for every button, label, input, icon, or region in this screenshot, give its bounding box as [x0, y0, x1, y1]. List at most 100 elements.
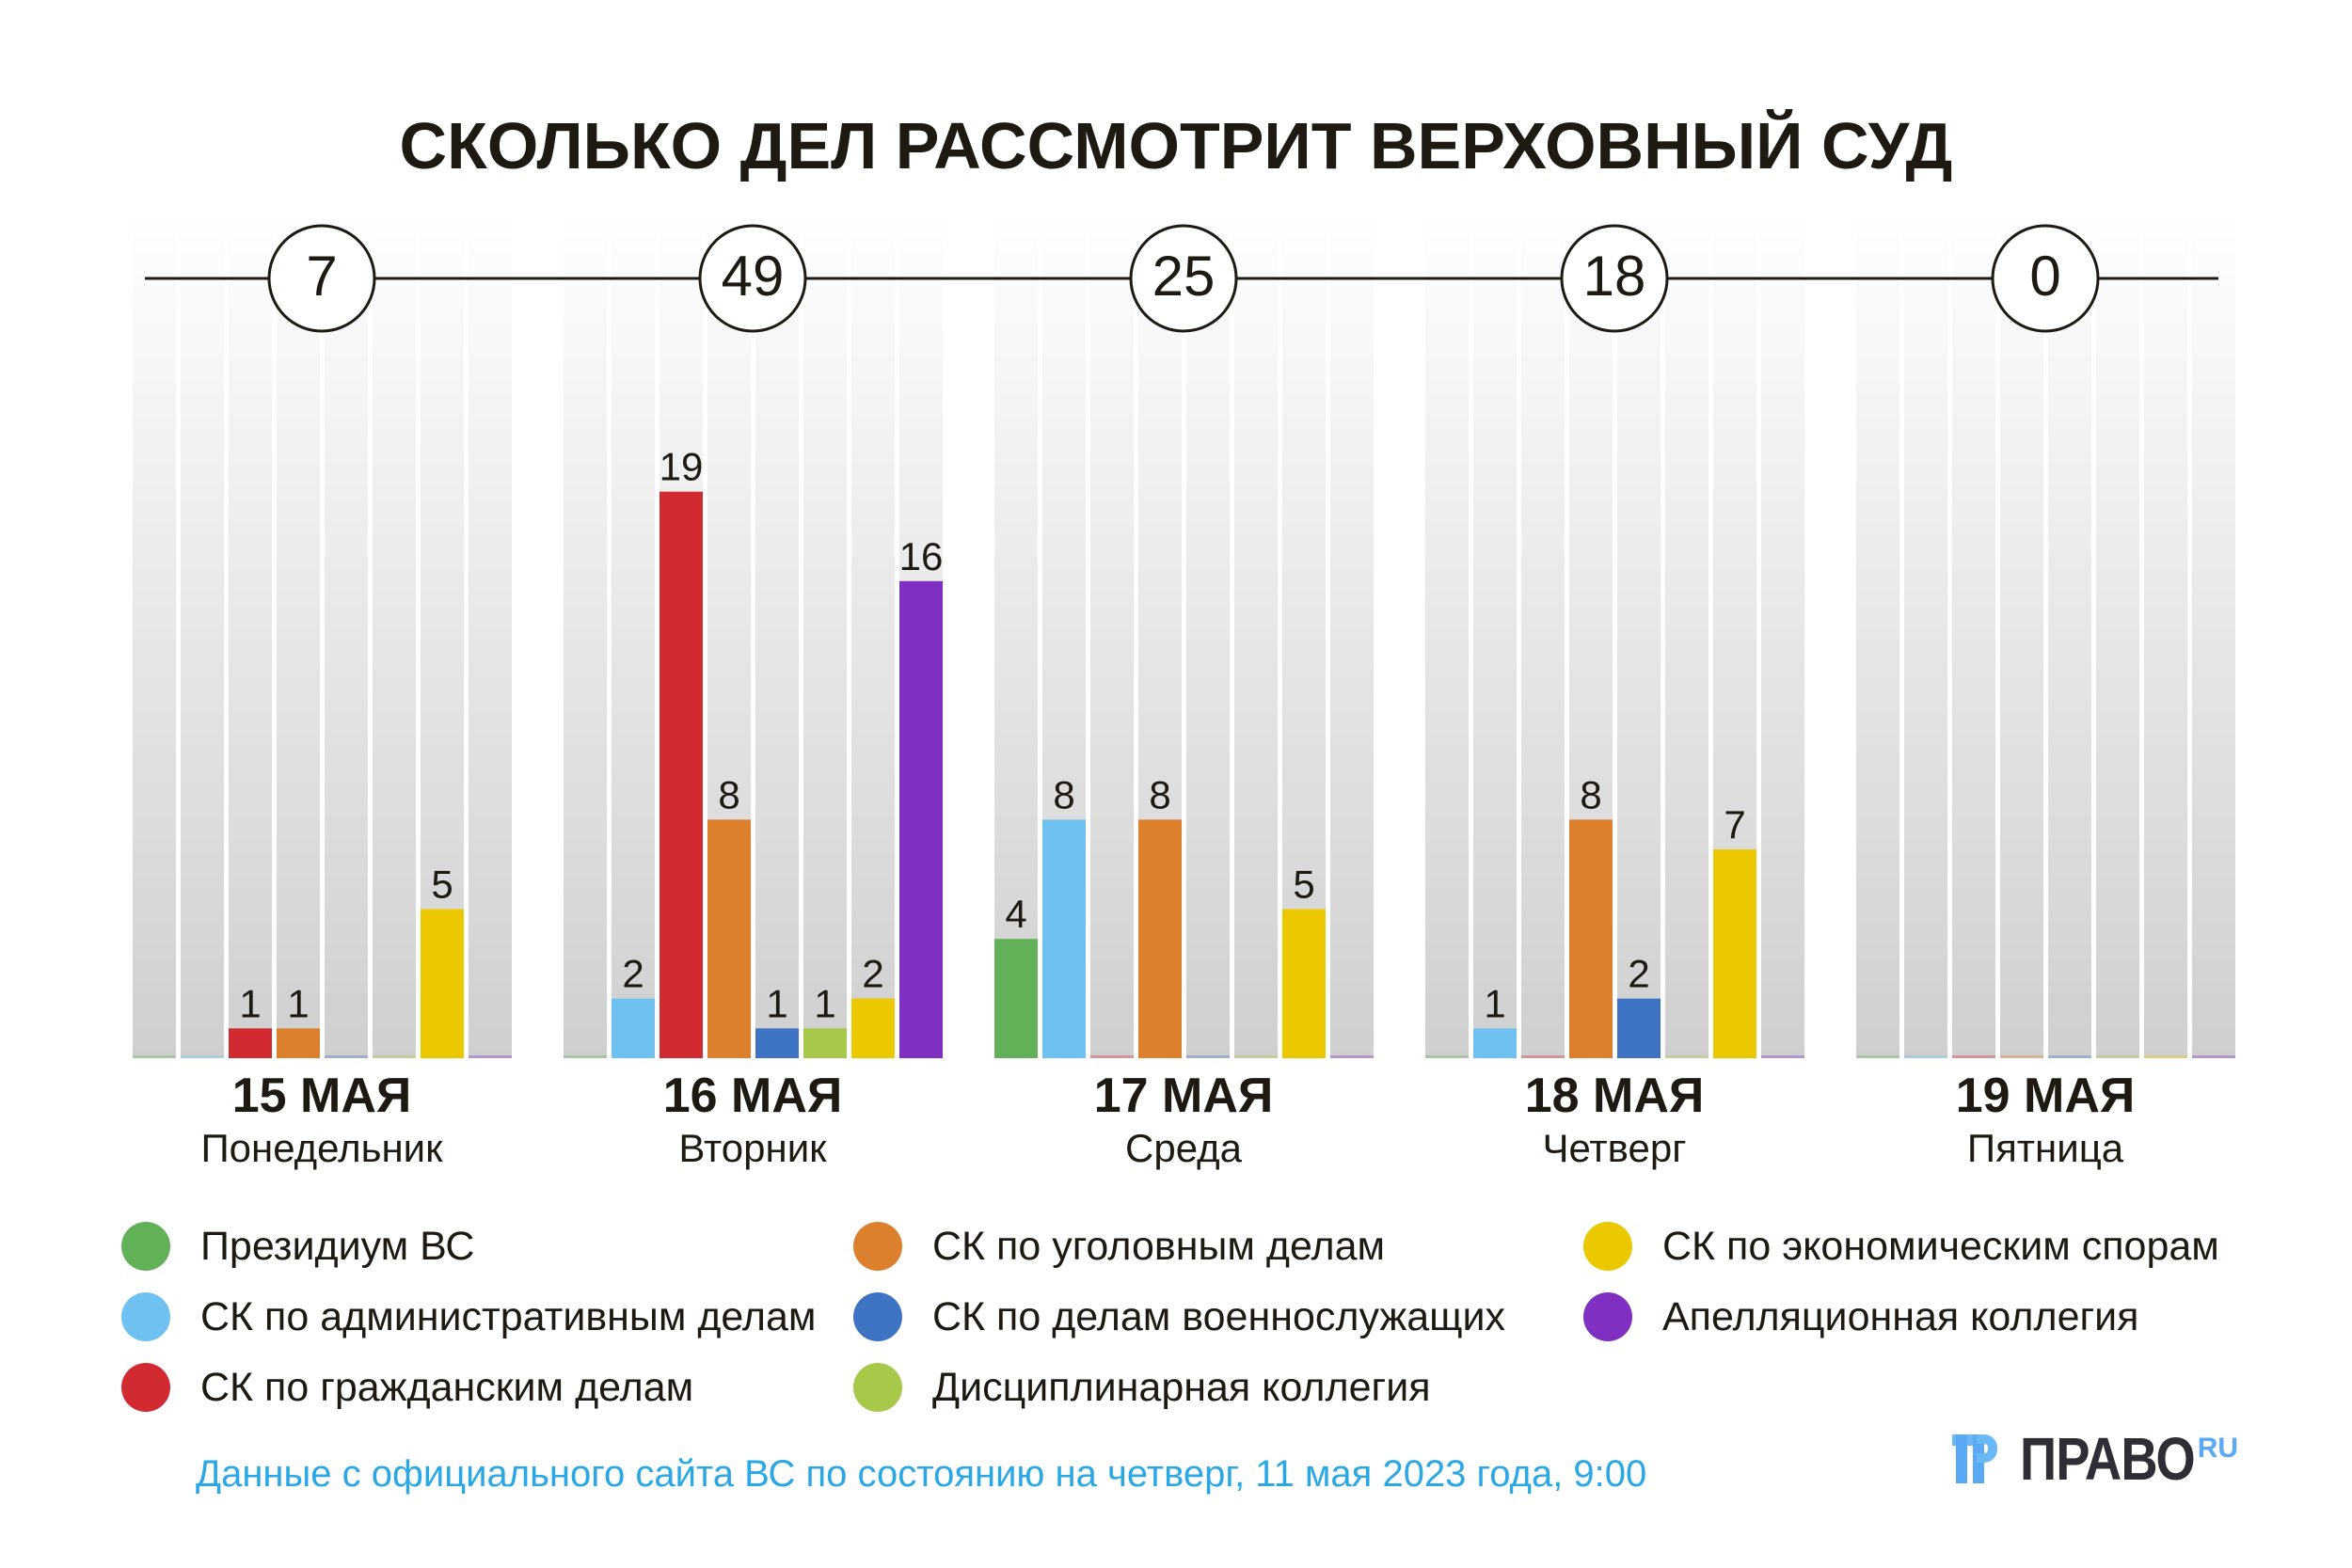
background-column [755, 211, 799, 1058]
bar-value-label: 1 [814, 981, 835, 1025]
bar [2144, 1055, 2187, 1058]
background-column [1186, 211, 1230, 1058]
bar [277, 1028, 320, 1058]
legend-item: СК по экономическим спорам [1583, 1222, 2219, 1271]
bar [133, 1055, 176, 1058]
legend-swatch [853, 1222, 902, 1271]
legend-label: Дисциплинарная коллегия [932, 1364, 1431, 1410]
legend-item: Президиум ВС [121, 1222, 474, 1271]
bar [1761, 1055, 1804, 1058]
bar-value-label: 16 [899, 534, 944, 578]
bar [707, 819, 751, 1058]
bar [421, 909, 464, 1058]
background-column [612, 211, 655, 1058]
bar [660, 491, 703, 1058]
bar [1521, 1055, 1565, 1058]
bar [1186, 1055, 1230, 1058]
bar-value-label: 1 [287, 981, 309, 1025]
bar [373, 1055, 416, 1058]
legend-swatch [1583, 1292, 1632, 1341]
bar-value-label: 8 [1580, 772, 1601, 816]
bar [1569, 819, 1613, 1058]
legend-swatch [121, 1292, 170, 1341]
day-total: 7 [306, 245, 337, 308]
legend-swatch [1583, 1222, 1632, 1271]
bar-value-label: 8 [1053, 772, 1074, 816]
bar-value-label: 19 [660, 445, 704, 489]
legend-label: СК по делам военнослужащих [932, 1293, 1506, 1339]
background-column [1952, 211, 1995, 1058]
logo-text: ПРАВО [2020, 1425, 2196, 1493]
background-column [2000, 211, 2043, 1058]
bar [1330, 1055, 1374, 1058]
day-total: 18 [1583, 245, 1646, 308]
bar-value-label: 5 [1293, 863, 1314, 907]
day-total: 0 [2029, 245, 2060, 308]
background-column [2144, 211, 2187, 1058]
bar-value-label: 1 [766, 981, 787, 1025]
legend-swatch [853, 1363, 902, 1412]
bar [755, 1028, 799, 1058]
bar [1042, 819, 1086, 1058]
bar [1282, 909, 1326, 1058]
legend-item: СК по уголовным делам [853, 1222, 1385, 1271]
background-column [1761, 211, 1804, 1058]
background-column [1904, 211, 1947, 1058]
bar [1904, 1055, 1947, 1058]
bar [1425, 1055, 1469, 1058]
bar [1090, 1055, 1134, 1058]
bar-value-label: 2 [862, 952, 883, 996]
day-weekday: Понедельник [200, 1126, 443, 1170]
background-column [1330, 211, 1374, 1058]
source-note: Данные с официального сайта ВС по состоя… [196, 1453, 1647, 1495]
bar [803, 1028, 847, 1058]
background-column [1234, 211, 1278, 1058]
bar [612, 998, 655, 1058]
legend-item: СК по гражданским делам [121, 1363, 693, 1412]
bar-value-label: 1 [1484, 981, 1505, 1025]
logo-icon [1952, 1434, 1999, 1483]
background-column [373, 211, 416, 1058]
legend-item: Дисциплинарная коллегия [853, 1363, 1431, 1412]
bar-value-label: 8 [1149, 772, 1170, 816]
bar [564, 1055, 607, 1058]
bar-value-label: 1 [239, 981, 261, 1025]
legend-item: СК по делам военнослужащих [853, 1292, 1505, 1341]
background-column [851, 211, 895, 1058]
total-circle [1129, 224, 1238, 333]
day-date: 16 МАЯ [663, 1069, 843, 1123]
bar-value-label: 8 [718, 772, 739, 816]
legend-item: Апелляционная коллегия [1583, 1292, 2138, 1341]
legend-swatch [121, 1363, 170, 1412]
bar-value-label: 7 [1724, 802, 1745, 847]
background-column [325, 211, 368, 1058]
total-circle [1991, 224, 2100, 333]
bar [1952, 1055, 1995, 1058]
pravo-ru-logo[interactable]: ПРАВО RU [1952, 1425, 2238, 1493]
bar [994, 939, 1038, 1058]
bar [469, 1055, 512, 1058]
background-column [229, 211, 272, 1058]
day-date: 15 МАЯ [232, 1069, 412, 1123]
bar [325, 1055, 368, 1058]
background-column [2096, 211, 2139, 1058]
total-circle [267, 224, 376, 333]
bar-value-label: 4 [1005, 892, 1026, 936]
bar [2192, 1055, 2235, 1058]
bar [899, 580, 943, 1058]
bar [1713, 849, 1756, 1058]
legend-label: СК по административным делам [200, 1293, 817, 1339]
bar [2096, 1055, 2139, 1058]
bar [1138, 819, 1182, 1058]
bar [1234, 1055, 1278, 1058]
bar [2048, 1055, 2091, 1058]
day-date: 18 МАЯ [1525, 1069, 1705, 1123]
bar [2000, 1055, 2043, 1058]
background-column [2048, 211, 2091, 1058]
day-weekday: Четверг [1542, 1126, 1686, 1170]
background-column [1521, 211, 1565, 1058]
legend-label: СК по гражданским делам [200, 1364, 694, 1410]
background-column [1856, 211, 1899, 1058]
legend-label: Апелляционная коллегия [1662, 1293, 2139, 1339]
